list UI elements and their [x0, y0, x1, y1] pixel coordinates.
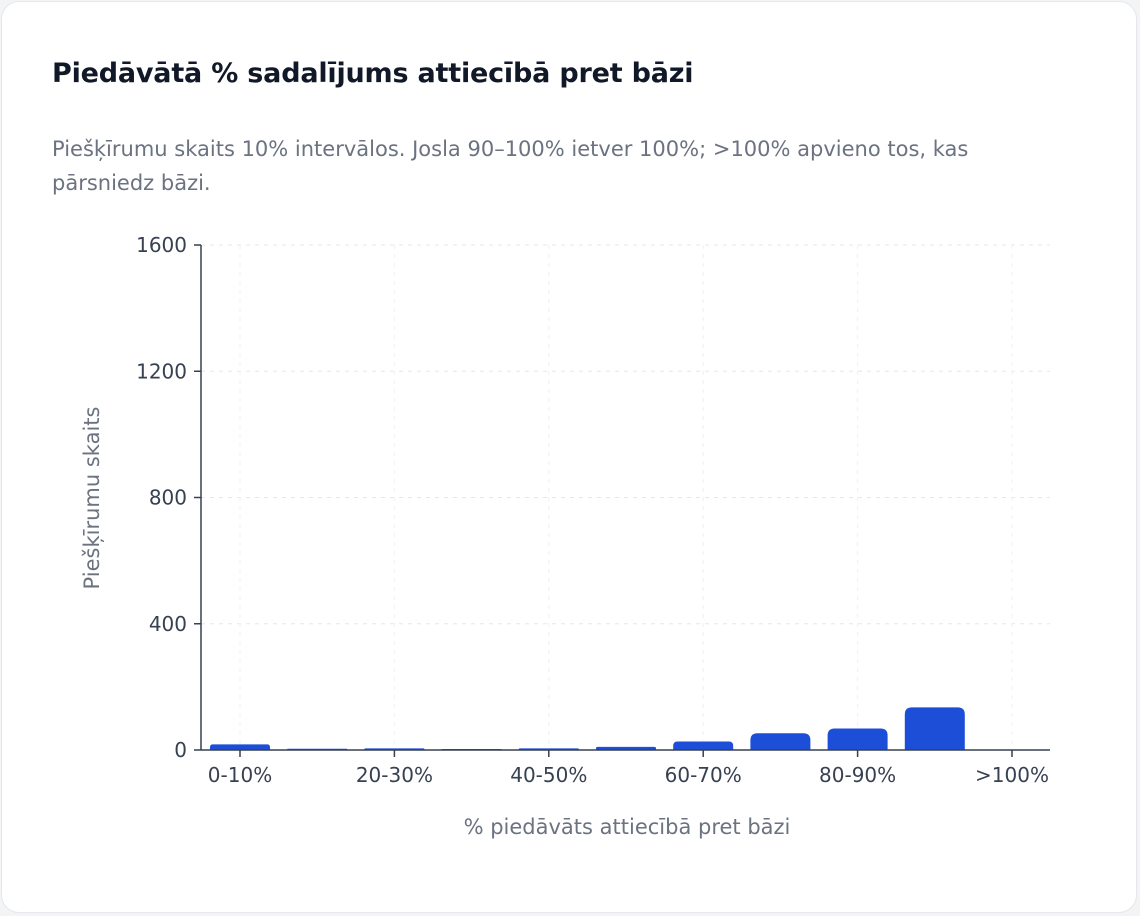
chart-title: Piedāvātā % sadalījums attiecībā pret bā…: [52, 58, 694, 89]
x-tick-label: 0-10%: [208, 763, 272, 787]
x-tick-label: 20-30%: [356, 763, 433, 787]
y-tick-label: 1200: [136, 359, 187, 383]
bar-0-10%[interactable]: [210, 744, 270, 750]
x-axis-title: % piedāvāts attiecībā pret bāzi: [464, 815, 791, 839]
y-axis-title: Piešķīrumu skaits: [80, 407, 104, 590]
bars: [210, 707, 965, 750]
bar-50-60%[interactable]: [596, 746, 656, 750]
bar-80-90%[interactable]: [827, 728, 888, 750]
y-tick-label: 1600: [136, 233, 187, 257]
bar-90-100%[interactable]: [904, 707, 965, 750]
x-tick-label: 60-70%: [665, 763, 742, 787]
bar-60-70%[interactable]: [673, 741, 734, 750]
y-tick-label: 0: [174, 738, 187, 762]
y-tick-label: 800: [149, 486, 187, 510]
x-ticks: 0-10% 20-30% 40-50% 60-70% 80-90% >100%: [208, 750, 1049, 787]
gridlines: [201, 244, 1050, 750]
y-ticks: 0 400 800 1200 1600: [136, 233, 201, 762]
y-tick-label: 400: [149, 612, 187, 636]
x-tick-label: 80-90%: [819, 763, 896, 787]
bar-70-80%[interactable]: [750, 733, 811, 750]
x-tick-label: 40-50%: [510, 763, 587, 787]
x-tick-label: >100%: [975, 763, 1049, 787]
chart-subtitle: Piešķīrumu skaits 10% intervālos. Josla …: [52, 137, 969, 195]
